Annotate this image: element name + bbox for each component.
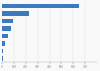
Bar [2,19,13,23]
Bar [2,26,11,31]
Bar [2,4,79,8]
Bar [2,49,3,53]
Bar [2,41,5,46]
Bar [2,56,3,61]
Bar [2,11,29,16]
Bar [2,34,8,38]
